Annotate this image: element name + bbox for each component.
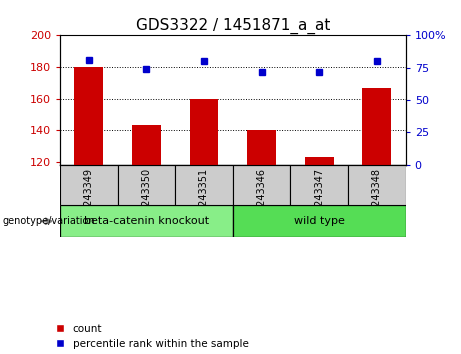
Bar bbox=[305, 157, 334, 165]
Title: GDS3322 / 1451871_a_at: GDS3322 / 1451871_a_at bbox=[136, 18, 330, 34]
Text: genotype/variation: genotype/variation bbox=[2, 216, 95, 226]
Bar bbox=[60, 205, 233, 237]
Text: GSM243350: GSM243350 bbox=[142, 168, 151, 227]
Legend: count, percentile rank within the sample: count, percentile rank within the sample bbox=[56, 324, 248, 349]
Bar bbox=[175, 165, 233, 205]
Bar bbox=[362, 87, 391, 165]
Bar bbox=[233, 165, 290, 205]
Bar bbox=[118, 165, 175, 205]
Text: GSM243351: GSM243351 bbox=[199, 168, 209, 227]
Bar bbox=[233, 205, 406, 237]
Bar bbox=[74, 67, 103, 165]
Text: GSM243348: GSM243348 bbox=[372, 168, 382, 227]
Text: GSM243346: GSM243346 bbox=[257, 168, 266, 227]
Text: GSM243349: GSM243349 bbox=[84, 168, 94, 227]
Text: beta-catenin knockout: beta-catenin knockout bbox=[84, 216, 209, 226]
Text: wild type: wild type bbox=[294, 216, 345, 226]
Text: GSM243347: GSM243347 bbox=[314, 168, 324, 227]
Bar bbox=[348, 165, 406, 205]
Bar bbox=[132, 125, 161, 165]
Bar bbox=[290, 165, 348, 205]
Bar bbox=[189, 98, 219, 165]
Bar bbox=[60, 165, 118, 205]
Bar bbox=[247, 130, 276, 165]
